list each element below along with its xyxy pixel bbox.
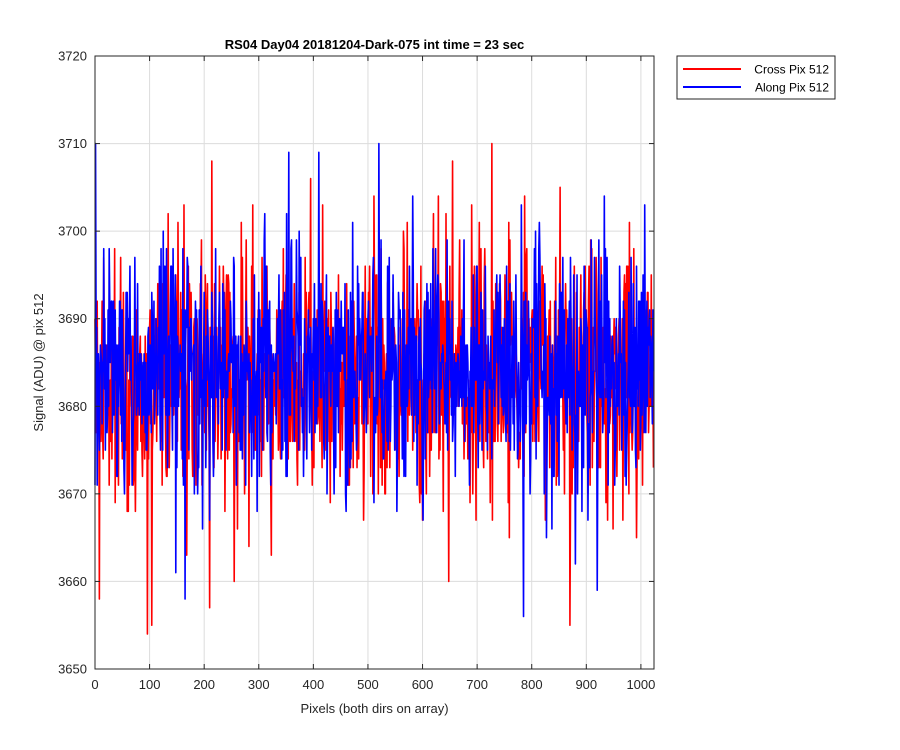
y-tick-label: 3670 [58,486,87,501]
y-tick-label: 3650 [58,662,87,677]
x-tick-label: 500 [357,677,379,692]
x-axis-label: Pixels (both dirs on array) [300,701,448,716]
x-tick-label: 800 [521,677,543,692]
x-tick-label: 700 [466,677,488,692]
ticks: 0 100 200 300 400 500 600 700 800 900 1000 3650 3660… [58,49,655,693]
series-layer [94,142,655,635]
x-tick-label: 300 [248,677,270,692]
chart-title: RS04 Day04 20181204-Dark-075 int time = … [225,37,525,52]
y-tick-label: 3720 [58,49,87,64]
legend: Cross Pix 512 Along Pix 512 [676,55,836,100]
x-tick-label: 100 [139,677,161,692]
legend-label: Cross Pix 512 [754,63,829,77]
series-line-along [94,142,655,618]
x-tick-label: 200 [193,677,215,692]
x-tick-label: 400 [303,677,325,692]
plot-frame [94,55,655,670]
y-tick-label: 3700 [58,224,87,239]
y-tick-label: 3680 [58,399,87,414]
x-tick-label: 600 [412,677,434,692]
legend-box [676,55,836,100]
y-tick-label: 3690 [58,311,87,326]
x-tick-label: 900 [575,677,597,692]
y-tick-label: 3660 [58,574,87,589]
y-axis-label: Signal (ADU) @ pix 512 [31,293,46,431]
legend-label: Along Pix 512 [755,81,829,95]
x-tick-label: 0 [91,677,98,692]
x-tick-label: 1000 [626,677,655,692]
y-tick-label: 3710 [58,136,87,151]
